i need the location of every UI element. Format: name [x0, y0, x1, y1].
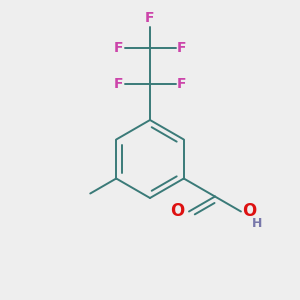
Text: F: F	[113, 77, 123, 91]
Text: F: F	[177, 77, 187, 91]
Text: F: F	[113, 41, 123, 55]
Text: H: H	[252, 217, 263, 230]
Text: O: O	[242, 202, 257, 220]
Text: O: O	[170, 202, 184, 220]
Text: F: F	[145, 11, 155, 26]
Text: F: F	[177, 41, 187, 55]
